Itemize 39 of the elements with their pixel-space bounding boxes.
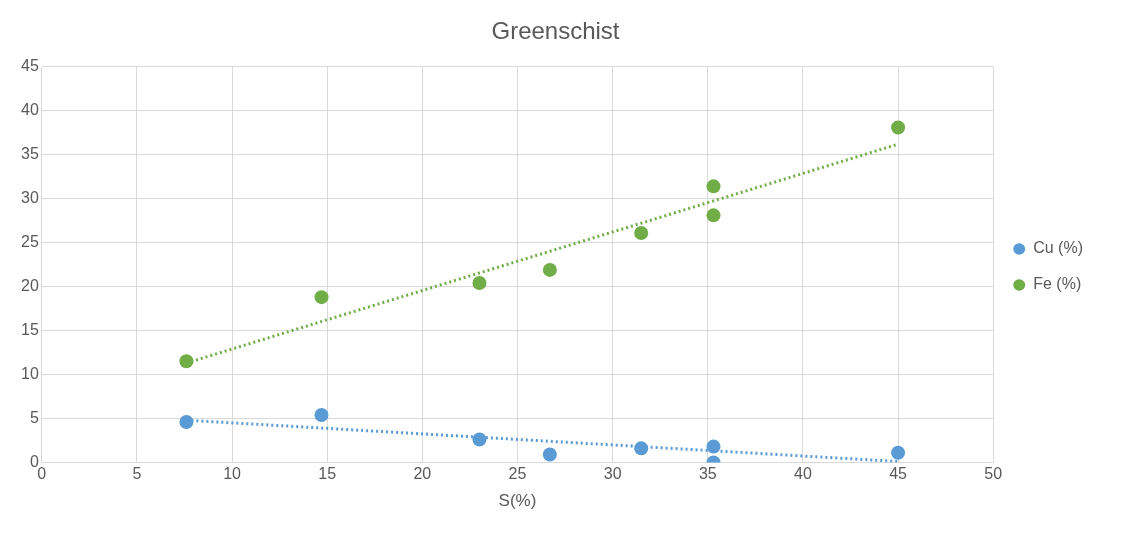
point bbox=[542, 447, 557, 462]
x-tick-label: 10 bbox=[223, 465, 242, 483]
x-tick-label: 15 bbox=[318, 465, 337, 483]
x-tick-label: 35 bbox=[698, 465, 717, 483]
legend-label: Cu (%) bbox=[1033, 239, 1083, 257]
x-axis-title: S(%) bbox=[498, 491, 537, 511]
y-tick-label: 45 bbox=[21, 57, 39, 75]
x-tick-label: 5 bbox=[132, 465, 142, 483]
y-tick-label: 15 bbox=[21, 320, 39, 338]
y-tick-label: 5 bbox=[29, 408, 39, 426]
y-tick-label: 35 bbox=[21, 145, 39, 163]
point bbox=[472, 276, 487, 291]
x-tick-label: 40 bbox=[794, 465, 812, 483]
y-tick-label: 30 bbox=[21, 189, 39, 207]
point bbox=[634, 225, 649, 240]
point bbox=[706, 179, 721, 194]
x-tick-label: 45 bbox=[889, 465, 908, 483]
point bbox=[314, 290, 329, 305]
y-tick-label: 0 bbox=[29, 452, 39, 470]
point bbox=[706, 208, 721, 223]
x-tick-label: 25 bbox=[508, 465, 527, 483]
x-tick-label: 20 bbox=[413, 465, 432, 483]
y-tick-label: 10 bbox=[21, 364, 39, 382]
point bbox=[314, 407, 329, 422]
y-tick-label: 20 bbox=[21, 276, 39, 294]
x-tick-label: 30 bbox=[603, 465, 622, 483]
point bbox=[179, 354, 194, 369]
point bbox=[542, 262, 557, 277]
x-tick-label: 50 bbox=[984, 465, 1003, 483]
y-tick-label: 25 bbox=[21, 233, 39, 251]
y-tick-label: 40 bbox=[21, 101, 39, 119]
point bbox=[179, 414, 194, 429]
chart-title: Greenschist bbox=[491, 17, 620, 45]
point bbox=[891, 445, 906, 460]
point bbox=[891, 120, 906, 135]
point bbox=[634, 441, 649, 456]
point bbox=[706, 439, 721, 454]
point bbox=[472, 432, 487, 447]
legend-label: Fe (%) bbox=[1033, 275, 1082, 293]
